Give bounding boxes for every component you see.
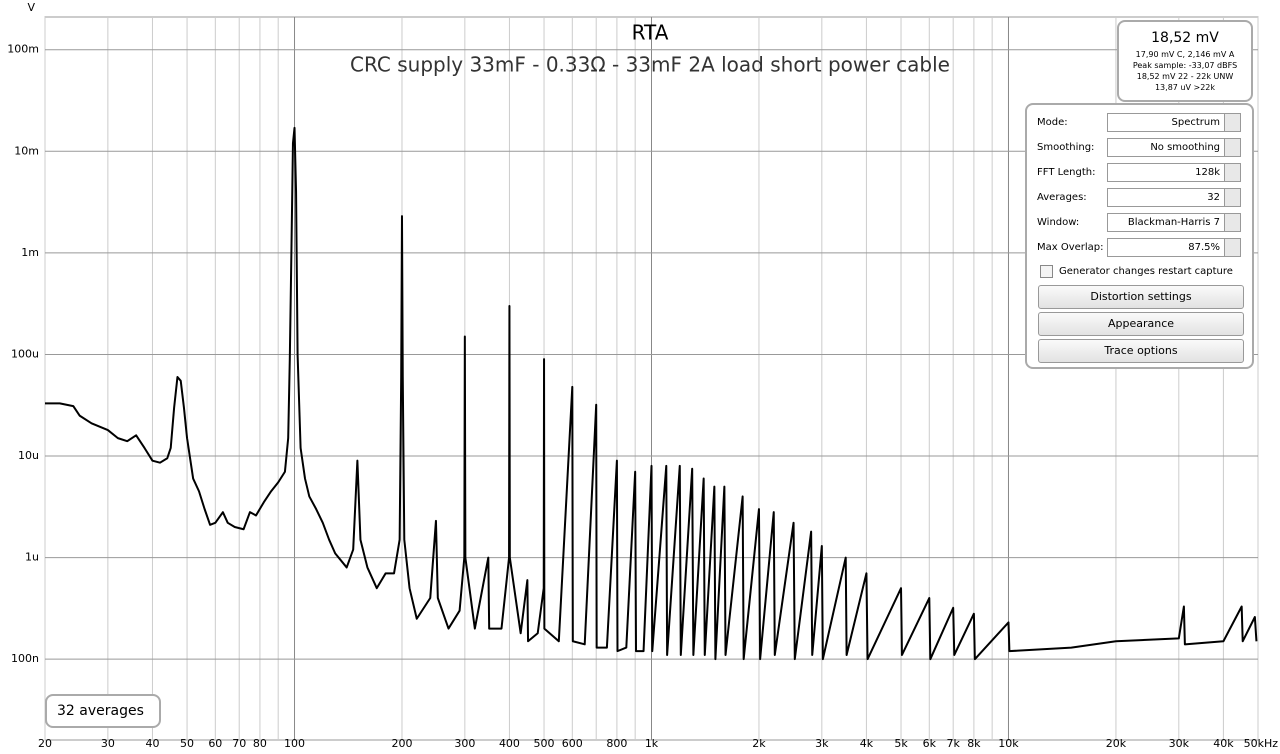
button[interactable]: Appearance xyxy=(1038,312,1244,336)
control-label: Max Overlap: xyxy=(1037,242,1104,253)
x-tick-label: 10k xyxy=(998,737,1019,750)
chart-subtitle: CRC supply 33mF - 0.33Ω - 33mF 2A load s… xyxy=(350,53,950,77)
x-tick-label: 20k xyxy=(1106,737,1127,750)
x-tick-label: 200 xyxy=(391,737,412,750)
checkbox-label: Generator changes restart capture xyxy=(1059,266,1233,277)
spectrum-line xyxy=(45,126,1258,661)
dropdown[interactable]: 128k xyxy=(1107,163,1241,182)
meter[interactable]: 18,52 mV 17,90 mV C, 2,146 mV A Peak samp… xyxy=(1117,20,1253,102)
dropdown[interactable]: Spectrum xyxy=(1107,113,1241,132)
control-label: Smoothing: xyxy=(1037,142,1095,153)
control-label: Mode: xyxy=(1037,117,1068,128)
settings-panel: Mode: Spectrum Smoothing: No smoothing FFT L… xyxy=(1025,103,1254,369)
x-tick-label: 60 xyxy=(208,737,222,750)
x-tick-label: 800 xyxy=(606,737,627,750)
meter-line: 13,87 uV >22k xyxy=(1154,83,1216,92)
x-tick-label: 30k xyxy=(1169,737,1190,750)
x-tick-label: 7k xyxy=(946,737,960,750)
y-unit: V xyxy=(27,1,35,14)
x-tick-label: 40k xyxy=(1213,737,1234,750)
checkbox[interactable] xyxy=(1040,265,1053,278)
control-label: Averages: xyxy=(1037,192,1087,203)
y-tick-label: 10m xyxy=(14,144,39,157)
x-tick-label: 8k xyxy=(967,737,981,750)
y-tick-label: 100n xyxy=(11,652,39,665)
x-tick-label: 30 xyxy=(101,737,115,750)
x-tick-label: 400 xyxy=(499,737,520,750)
x-tick-label: 50kHz xyxy=(1244,737,1279,750)
x-tick-label: 2k xyxy=(752,737,766,750)
y-tick-label: 1u xyxy=(25,551,39,564)
y-tick-label: 10u xyxy=(18,449,39,462)
averages-label: 32 averages xyxy=(57,703,144,719)
x-tick-label: 50 xyxy=(180,737,194,750)
meter-line: Peak sample: -33,07 dBFS xyxy=(1132,61,1238,70)
averages-box: 32 averages xyxy=(45,694,161,728)
meter-value: 18,52 mV xyxy=(1151,30,1219,46)
dropdown[interactable]: No smoothing xyxy=(1107,138,1241,157)
control-label: FFT Length: xyxy=(1037,167,1096,178)
x-tick-label: 300 xyxy=(454,737,475,750)
x-tick-label: 5k xyxy=(894,737,908,750)
meter-line: 17,90 mV C, 2,146 mV A xyxy=(1135,50,1235,59)
y-tick-label: 100m xyxy=(7,43,39,56)
x-tick-label: 80 xyxy=(253,737,267,750)
chart-title: RTA xyxy=(632,21,669,45)
y-tick-label: 1m xyxy=(21,246,39,259)
x-tick-label: 20 xyxy=(38,737,52,750)
dropdown[interactable]: 87.5% xyxy=(1107,238,1241,257)
x-tick-label: 500 xyxy=(534,737,555,750)
x-tick-label: 70 xyxy=(232,737,246,750)
meter-line: 18,52 mV 22 - 22k UNW xyxy=(1136,72,1234,81)
button[interactable]: Trace options xyxy=(1038,339,1244,363)
x-tick-label: 1k xyxy=(645,737,659,750)
dropdown[interactable]: 32 xyxy=(1107,188,1241,207)
x-tick-label: 6k xyxy=(923,737,937,750)
control-label: Window: xyxy=(1037,217,1080,228)
x-tick-label: 600 xyxy=(562,737,583,750)
meter-lines: 17,90 mV C, 2,146 mV A Peak sample: -33,0… xyxy=(1119,49,1251,93)
x-tick-label: 100 xyxy=(284,737,305,750)
x-tick-label: 40 xyxy=(145,737,159,750)
y-tick-label: 100u xyxy=(11,347,39,360)
x-tick-label: 4k xyxy=(860,737,874,750)
dropdown[interactable]: Blackman-Harris 7 xyxy=(1107,213,1241,232)
x-tick-label: 3k xyxy=(815,737,829,750)
button[interactable]: Distortion settings xyxy=(1038,285,1244,309)
